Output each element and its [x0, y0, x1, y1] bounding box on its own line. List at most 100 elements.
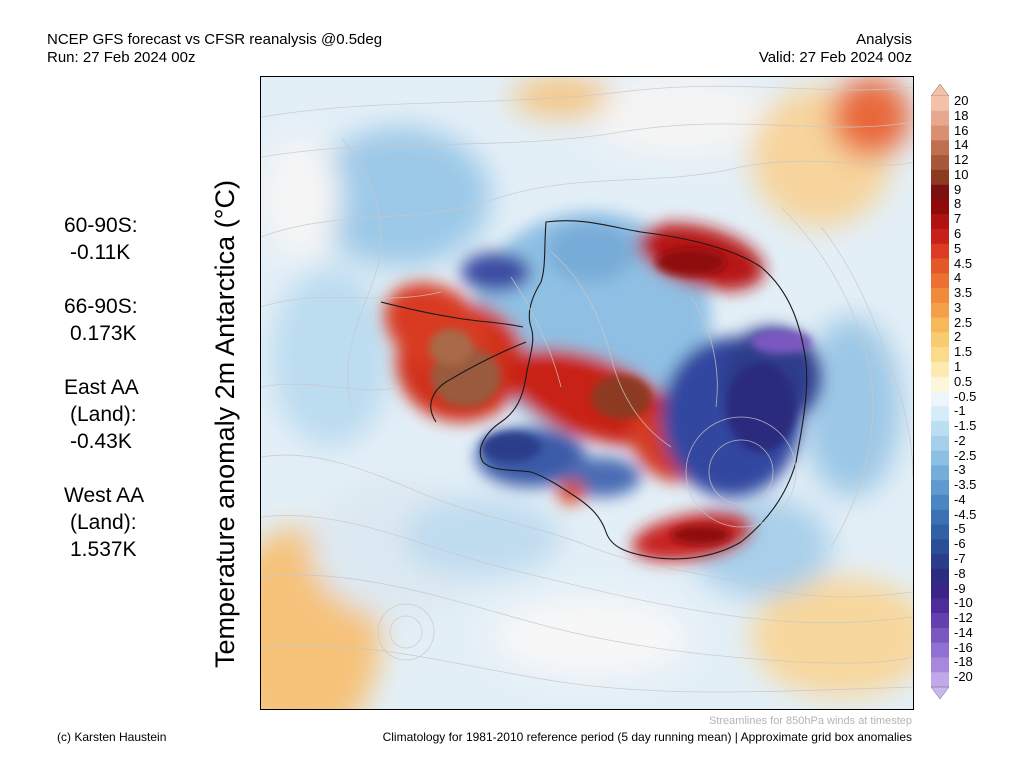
colorbar-swatch: [931, 332, 949, 348]
colorbar-swatch: [931, 125, 949, 141]
stat-value: 1.537K: [70, 538, 137, 561]
colorbar-tick-label: -3: [954, 462, 966, 478]
stat-west-aa: West AA (Land): 1.537K: [64, 482, 144, 563]
colorbar-tick-label: -10: [954, 595, 973, 611]
streamline-note: Streamlines for 850hPa winds at timestep: [709, 715, 912, 727]
stat-value: -0.43K: [70, 430, 132, 453]
colorbar-swatch: [931, 672, 949, 688]
stat-label: East AA: [64, 376, 139, 399]
colorbar-tick-label: 5: [954, 240, 962, 256]
climatology-note: Climatology for 1981-2010 reference peri…: [382, 730, 912, 744]
colorbar-tick-label: -4.5: [954, 506, 977, 522]
colorbar-swatch: [931, 96, 949, 112]
colorbar-tick-label: 7: [954, 211, 962, 227]
anomaly-map: [260, 76, 914, 710]
colorbar-tick-label: 0.5: [954, 373, 973, 389]
colorbar-tick-label: -7: [954, 551, 966, 567]
colorbar-tick-label: -1.5: [954, 418, 977, 434]
header-right: Analysis Valid: 27 Feb 2024 00z: [759, 31, 912, 67]
colorbar-tick-label: 10: [954, 166, 969, 182]
header-left: NCEP GFS forecast vs CFSR reanalysis @0.…: [47, 31, 382, 67]
colorbar-swatch: [931, 169, 949, 185]
colorbar-swatch: [931, 642, 949, 658]
colorbar-tick-label: 3.5: [954, 285, 973, 301]
color-scale-bar: [931, 84, 949, 700]
colorbar-swatch: [931, 435, 949, 451]
colorbar-tick-label: -18: [954, 654, 973, 670]
colorbar-tick-label: 14: [954, 137, 969, 153]
colorbar-swatch: [931, 406, 949, 422]
run-time: Run: 27 Feb 2024 00z: [47, 49, 196, 66]
colorbar-swatch: [931, 243, 949, 259]
colorbar-swatch: [931, 184, 949, 200]
colorbar-swatch: [931, 524, 949, 540]
colorbar-swatch: [931, 214, 949, 230]
wind-streamlines: [261, 85, 913, 693]
colorbar-swatch: [931, 376, 949, 392]
colorbar-swatch: [931, 258, 949, 274]
colorbar-tick-label: 4: [954, 270, 962, 286]
stat-label: West AA: [64, 484, 145, 507]
colorbar-swatch: [931, 465, 949, 481]
colorbar-swatch: [931, 273, 949, 289]
credit: (c) Karsten Haustein: [57, 730, 167, 744]
colorbar-tick-label: -8: [954, 565, 966, 581]
colorbar-swatch: [931, 347, 949, 363]
stat-label-sub: (Land):: [70, 403, 137, 426]
colorbar-tick-label: -2.5: [954, 447, 977, 463]
colorbar-tick-label: 4.5: [954, 255, 973, 271]
colorbar-swatch: [931, 509, 949, 525]
colorbar-tick-label: 3: [954, 299, 962, 315]
colorbar-tick-label: -12: [954, 610, 973, 626]
colorbar-tick-label: 18: [954, 107, 969, 123]
antarctic-coastline: [380, 220, 808, 560]
stat-label: 60-90S:: [64, 214, 138, 237]
colorbar-tick-label: 12: [954, 152, 969, 168]
colorbar-tick-label: -2: [954, 432, 966, 448]
colorbar-swatch: [931, 391, 949, 407]
colorbar-tick-label: -0.5: [954, 388, 977, 404]
valid-time: Valid: 27 Feb 2024 00z: [758, 49, 912, 66]
colorbar-swatch: [931, 568, 949, 584]
colorbar-swatch: [931, 554, 949, 570]
colorbar-tick-label: 2.5: [954, 314, 973, 330]
colorbar-swatch: [931, 480, 949, 496]
region-stats: 60-90S: -0.11K 66-90S: 0.173K East AA (L…: [64, 212, 144, 590]
colorbar-tick-label: -4: [954, 491, 966, 507]
colorbar-swatch: [931, 627, 949, 643]
colorbar-min-arrow: [931, 686, 949, 700]
stat-label-sub: (Land):: [70, 511, 137, 534]
stat-value: -0.11K: [70, 241, 131, 264]
colorbar-tick-label: 1: [954, 358, 962, 374]
colorbar-tick-label: 20: [954, 93, 969, 108]
colorbar-swatch: [931, 288, 949, 304]
stat-60-90s: 60-90S: -0.11K: [64, 212, 144, 266]
colorbar-tick-label: -5: [954, 521, 966, 537]
colorbar-swatch: [931, 140, 949, 156]
colorbar-tick-label: 16: [954, 122, 969, 138]
colorbar-tick-label: -3.5: [954, 477, 977, 493]
colorbar-swatch: [931, 657, 949, 673]
colorbar-swatch: [931, 302, 949, 318]
colorbar-tick-label: 9: [954, 181, 962, 197]
colorbar-swatch: [931, 199, 949, 215]
colorbar-swatch: [931, 361, 949, 378]
map-svg: [261, 77, 913, 709]
colorbar-tick-label: 8: [954, 196, 962, 212]
extreme-anomaly-cores: [429, 248, 811, 545]
analysis-label: Analysis: [856, 31, 912, 48]
colorbar-tick-label: 2: [954, 329, 962, 345]
colorbar-swatch: [931, 228, 949, 245]
colorbar-tick-label: -16: [954, 639, 973, 655]
colorbar-swatch: [931, 450, 949, 466]
colorbar-tick-label: -20: [954, 669, 973, 685]
colorbar-swatch: [931, 583, 949, 599]
map-title: NCEP GFS forecast vs CFSR reanalysis @0.…: [47, 31, 383, 48]
colorbar-swatch: [931, 539, 949, 555]
colorbar-tick-label: 1.5: [954, 344, 973, 360]
colorbar-max-arrow: [931, 84, 949, 97]
colorbar-tick-label: -1: [954, 403, 966, 419]
colorbar-swatch: [931, 155, 949, 171]
colorbar-swatch: [931, 598, 949, 614]
colorbar-swatch: [931, 317, 949, 333]
